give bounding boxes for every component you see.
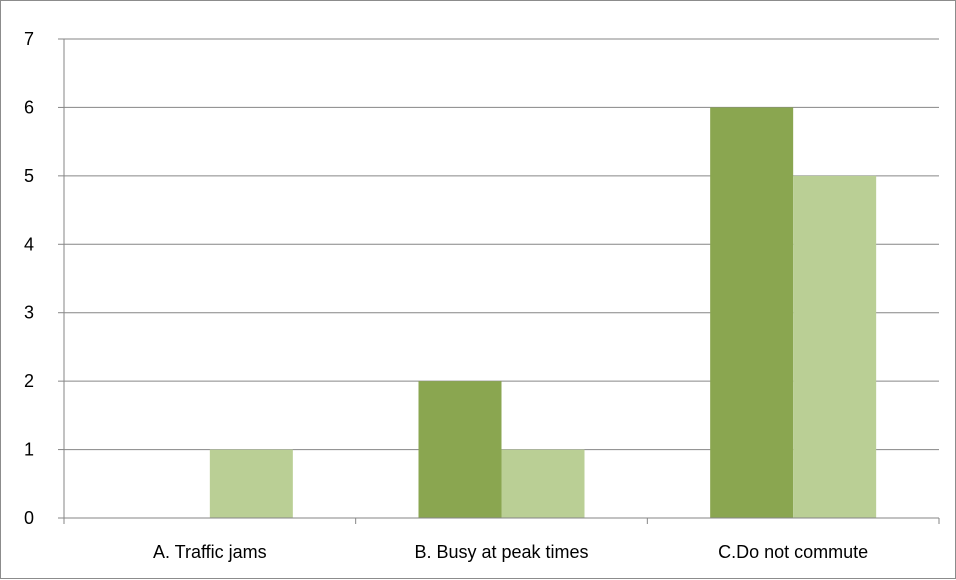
bar-series1-2 [710, 107, 794, 518]
y-tick-label-5: 5 [24, 166, 34, 186]
category-labels: A. Traffic jams B. Busy at peak times C.Do… [153, 542, 868, 562]
bar-series1-1 [418, 381, 502, 518]
bar-series2-0 [209, 449, 293, 518]
y-tick-labels: 0 1 2 3 4 5 6 7 [24, 29, 34, 528]
gridlines [64, 38, 939, 451]
y-tick-label-3: 3 [24, 303, 34, 323]
bar-series2-2 [793, 175, 877, 518]
y-tick-label-2: 2 [24, 371, 34, 391]
bars [209, 107, 877, 518]
y-tick-label-4: 4 [24, 234, 34, 254]
category-label-1: B. Busy at peak times [414, 542, 588, 562]
y-tick-label-7: 7 [24, 29, 34, 49]
y-tick-label-0: 0 [24, 508, 34, 528]
bar-series2-1 [501, 449, 585, 518]
category-label-0: A. Traffic jams [153, 542, 267, 562]
category-label-2: C.Do not commute [718, 542, 868, 562]
axes [58, 38, 940, 524]
y-tick-label-1: 1 [24, 440, 34, 460]
y-tick-label-6: 6 [24, 97, 34, 117]
